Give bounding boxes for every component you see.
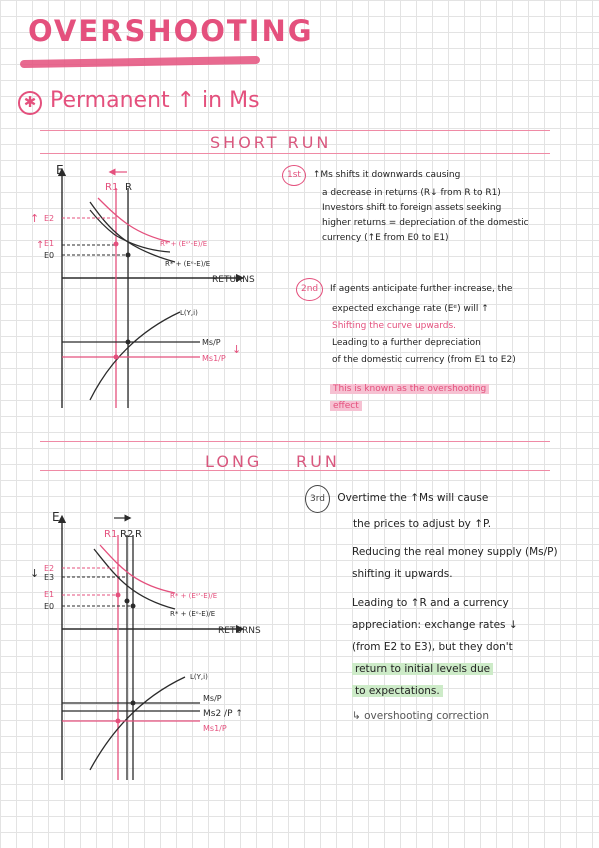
step3-line: (from E2 to E3), but they don't xyxy=(352,641,513,653)
e-axis-label: E xyxy=(56,163,64,177)
short-run-heading: SHORT RUN xyxy=(210,133,332,152)
e1-label: E1 xyxy=(44,590,54,599)
point-e0 xyxy=(125,252,131,258)
long-run-bottom-line xyxy=(40,470,550,471)
overshooting-highlight: This is known as the overshooting effect xyxy=(330,381,490,415)
step2-line: If agents anticipate further increase, t… xyxy=(330,284,513,294)
step3-line: shifting it upwards. xyxy=(352,568,453,580)
returns-axis-label: RETURNS xyxy=(218,626,261,636)
step3-badge: 3rd xyxy=(305,485,330,513)
point-ms xyxy=(130,700,136,706)
curve-new xyxy=(99,544,176,594)
highlight-line: This is known as the overshooting xyxy=(330,384,490,394)
curve-new xyxy=(97,197,171,243)
step1-badge: 1st xyxy=(282,165,306,186)
r1-label: R1 xyxy=(105,182,118,193)
page-subtitle: ✱ Permanent ↑ in Ms xyxy=(18,88,260,115)
e2-label: E2 xyxy=(44,214,54,223)
step1-line: currency (↑E from E0 to E1) xyxy=(322,233,449,243)
short-run-bottom-line xyxy=(40,153,550,154)
r-label: R xyxy=(135,529,142,540)
step3-line: return to initial levels due xyxy=(352,663,494,675)
point-ms1 xyxy=(113,354,119,360)
e3-label: E3 xyxy=(44,573,54,582)
step3-line: Overtime the ↑Ms will cause xyxy=(337,492,489,504)
e0-label: E0 xyxy=(44,602,54,611)
e-axis-label: E xyxy=(52,510,60,524)
curve-old-label: R* + (Eᵉ-E)/E xyxy=(170,610,215,618)
up-arrow-icon: ↑ xyxy=(30,212,39,225)
l-curve xyxy=(89,311,181,401)
step1-line: ↑Ms shifts it downwards causing xyxy=(312,170,461,180)
curve-old xyxy=(89,201,176,263)
l-curve-label: L(Y,i) xyxy=(180,309,198,317)
step3-line: Reducing the real money supply (Ms/P) xyxy=(352,546,558,558)
curve-new-label: R* + (Eᵉ'-E)/E xyxy=(170,592,217,600)
point-e1 xyxy=(113,241,119,247)
step2-badge: 2nd xyxy=(296,278,324,301)
point-e0 xyxy=(130,603,136,609)
ms2-p-label: Ms2 /P ↑ xyxy=(203,709,243,719)
e2-label: E2 xyxy=(44,564,54,573)
step1-line: Investors shift to foreign assets seekin… xyxy=(322,203,502,213)
l-curve-label: L(Y,i) xyxy=(190,673,208,681)
highlight-line: effect xyxy=(330,401,362,411)
step3-note-3: Leading to ↑R and a currency appreciatio… xyxy=(352,592,518,702)
point-e3 xyxy=(124,598,130,604)
e1-label: E1 xyxy=(44,239,54,248)
ms1-p-label: Ms1/P xyxy=(203,724,227,733)
r1-label: R1 xyxy=(104,529,117,540)
point-ms xyxy=(125,339,131,345)
step3-note: 3rd Overtime the ↑Ms will cause the pric… xyxy=(305,485,491,535)
curve-new-label: R* + (Eᵉ'-E)/E xyxy=(160,240,207,248)
long-run-top-line xyxy=(40,441,550,442)
ms-p-label: Ms/P xyxy=(203,694,222,703)
down-arrow-icon: ↓ xyxy=(232,343,241,356)
r2-label: R2 xyxy=(120,529,133,540)
step2-note: 2nd If agents anticipate further increas… xyxy=(296,278,516,369)
short-run-top-line xyxy=(40,130,550,131)
down-arrow-icon: ↓ xyxy=(30,567,39,580)
asterisk-icon: ✱ xyxy=(18,91,42,115)
long-run-graph: E RETURNS R1 R2 R R* + (Eᵉ'-E)/E R* + (E… xyxy=(30,510,261,780)
curve-old-2 xyxy=(89,209,171,253)
long-run-heading-right: RUN xyxy=(296,452,340,471)
step2-line: Leading to a further depreciation xyxy=(332,338,481,348)
overshooting-correction: ↳ overshooting correction xyxy=(352,710,489,722)
returns-axis-label: RETURNS xyxy=(212,275,255,285)
step2-line: Shifting the curve upwards. xyxy=(332,321,457,331)
step1-line: a decrease in returns (R↓ from R to R1) xyxy=(322,188,501,198)
step3-line: the prices to adjust by ↑P. xyxy=(353,518,492,530)
l-curve xyxy=(89,676,186,771)
step3-line: Leading to ↑R and a currency xyxy=(352,597,509,609)
ms-p-label: Ms/P xyxy=(202,338,221,347)
step2-line: of the domestic currency (from E1 to E2) xyxy=(332,355,516,365)
curve-old-label: R* + (Eᵉ-E)/E xyxy=(165,260,210,268)
short-run-graph: E RETURNS R1 R R* + (Eᵉ'-E)/E R* + (Eᵉ-E… xyxy=(30,163,255,408)
e0-label: E0 xyxy=(44,251,54,260)
step3-line: appreciation: exchange rates ↓ xyxy=(352,619,518,631)
page-title: OVERSHOOTING xyxy=(28,14,314,48)
r-label: R xyxy=(125,182,132,193)
curve-old xyxy=(93,548,176,610)
long-run-heading-left: LONG xyxy=(205,452,263,471)
ms1-p-label: Ms1/P xyxy=(202,354,226,363)
step3-note-2: Reducing the real money supply (Ms/P) sh… xyxy=(352,541,558,585)
step1-note: 1st ↑Ms shifts it downwards causing a de… xyxy=(282,165,529,246)
step3-line: to expectations. xyxy=(352,685,443,697)
step2-line: expected exchange rate (Eᵉ) will ↑ xyxy=(332,304,489,314)
point-e1 xyxy=(115,592,121,598)
step1-line: higher returns = depreciation of the dom… xyxy=(322,218,529,228)
up-arrow-icon: ↑ xyxy=(36,240,44,251)
